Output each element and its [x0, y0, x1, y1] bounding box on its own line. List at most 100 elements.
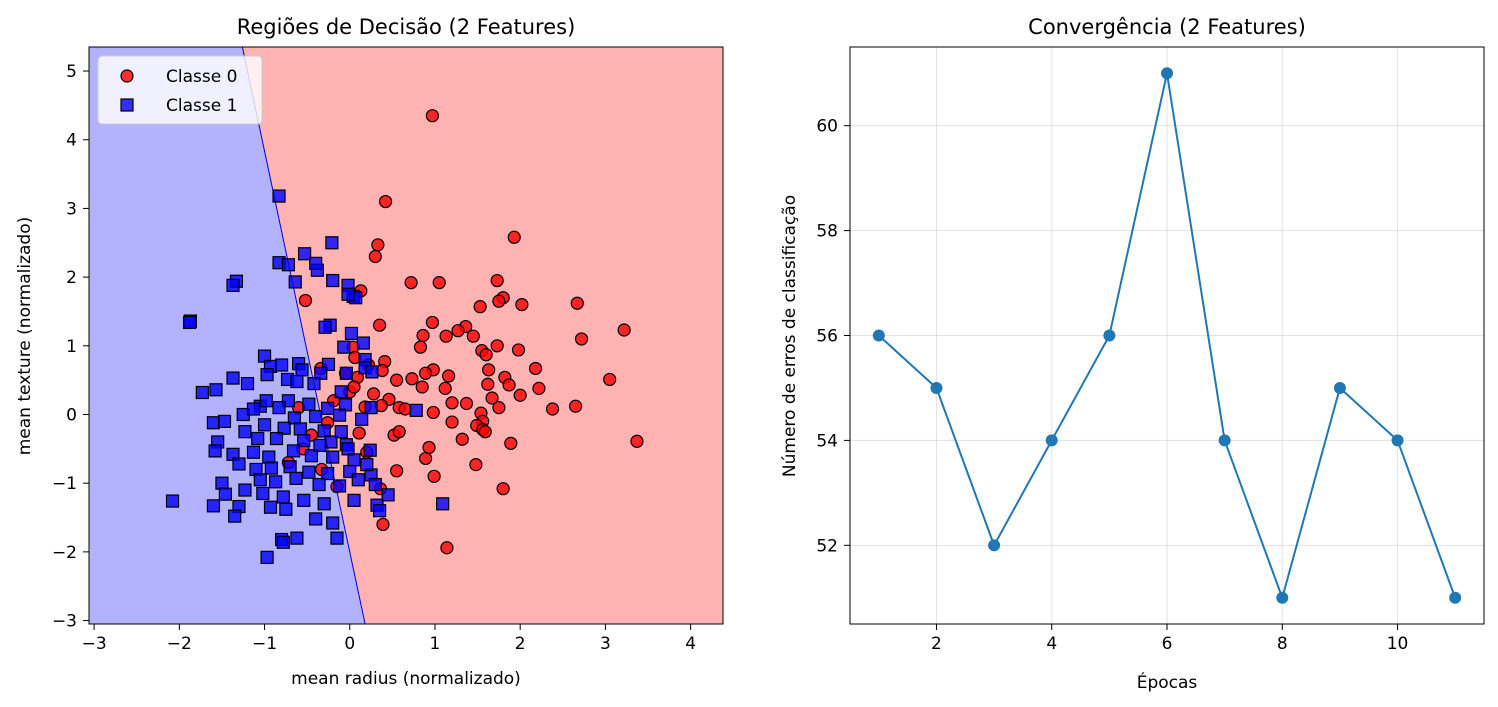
right-y-axis-label: Número de erros de classificação — [780, 195, 800, 477]
class-1-point — [288, 275, 302, 289]
class-1-point — [257, 418, 272, 432]
class-0-point — [485, 391, 499, 405]
legend-class-1-marker — [120, 98, 134, 112]
convergence-point — [1276, 591, 1289, 604]
convergence-point — [1218, 434, 1231, 447]
class-0-point — [432, 276, 446, 290]
class-1-point — [332, 479, 347, 493]
right-y-tick-label: 52 — [816, 536, 838, 556]
class-1-point — [226, 278, 240, 292]
class-1-point — [436, 497, 450, 511]
decision-boundary — [241, 47, 366, 624]
left-x-ticks: −3 −2 −1 0 1 2 3 4 — [82, 624, 696, 654]
convergence-point — [1333, 381, 1346, 394]
class-1-point — [341, 287, 355, 301]
class-1-point — [272, 401, 286, 415]
class-0-point — [479, 348, 493, 362]
class-1-point — [246, 402, 261, 416]
convergence-point — [1103, 329, 1116, 342]
class-0-point — [439, 329, 453, 343]
class-0-point — [378, 194, 393, 209]
convergence-point — [930, 381, 943, 394]
convergence-point — [988, 539, 1001, 552]
legend-class-0-label: Classe 0 — [166, 67, 237, 87]
left-y-tick-label: 5 — [66, 62, 77, 82]
class-0-point — [481, 377, 495, 391]
left-chart-title: Regiões de Decisão (2 Features) — [237, 15, 576, 39]
class-0-point — [416, 328, 430, 343]
class-1-point — [365, 365, 379, 379]
class-0-point — [404, 276, 418, 290]
class-1-point — [341, 442, 355, 456]
class-1-point — [272, 189, 286, 203]
right-chart-title: Convergência (2 Features) — [1028, 15, 1306, 39]
left-x-tick-label: 2 — [515, 634, 526, 654]
class-1-point — [314, 366, 328, 380]
class-1-point — [313, 438, 327, 453]
class-0-point — [367, 387, 381, 401]
class-1-point — [251, 431, 265, 446]
class-0-point — [482, 363, 496, 377]
class-1-point — [260, 550, 274, 564]
class-1-point — [297, 247, 312, 261]
left-x-tick-label: 4 — [685, 634, 696, 654]
class-1-point — [228, 509, 242, 523]
class-0-point — [445, 415, 459, 429]
class-1-point — [165, 494, 180, 508]
class-0-point — [376, 517, 390, 531]
class-0-point — [371, 238, 385, 252]
convergence-point — [1449, 591, 1462, 604]
class-0-point — [438, 381, 452, 395]
class-1-point — [276, 490, 290, 504]
class-0-point — [405, 372, 419, 386]
class-1-point — [321, 401, 335, 415]
class-1-point — [325, 236, 339, 250]
class-0-point — [490, 339, 504, 353]
class-0-point — [504, 436, 518, 450]
class-0-point — [513, 388, 527, 402]
class-1-point — [260, 368, 274, 382]
class-1-point — [259, 394, 273, 408]
left-y-tick-label: 1 — [66, 337, 77, 357]
class-0-point — [427, 469, 441, 483]
left-y-tick-label: 4 — [66, 131, 77, 151]
class-0-point — [570, 296, 584, 310]
class-0-point — [372, 318, 387, 332]
class-1-point — [297, 433, 311, 448]
convergence-point — [1391, 434, 1404, 447]
class-0-point — [390, 373, 404, 387]
class-0-point — [298, 293, 313, 308]
class-0-point — [422, 440, 436, 455]
class-0-point — [469, 458, 483, 472]
class-1-point — [195, 385, 209, 400]
class-0-point — [574, 332, 589, 346]
class-1-point — [332, 408, 347, 422]
class-1-point — [206, 499, 221, 513]
class-1-point — [283, 460, 297, 474]
class-0-point — [528, 361, 543, 376]
right-y-tick-label: 58 — [816, 222, 838, 242]
class-1-point — [238, 483, 252, 497]
class-1-point — [232, 457, 246, 471]
left-x-tick-label: 1 — [430, 634, 441, 654]
class-0-point — [442, 369, 456, 383]
class-1-point — [364, 401, 378, 415]
class-1-point — [337, 340, 351, 354]
class-1-point — [217, 414, 232, 428]
class-0-point — [440, 541, 454, 555]
class-1-point — [295, 363, 309, 377]
left-y-tick-label: 3 — [66, 199, 77, 219]
class-1-point — [302, 465, 316, 479]
left-x-tick-label: −3 — [82, 634, 107, 654]
legend-box — [97, 55, 263, 125]
right-y-tick-label: 56 — [816, 327, 838, 347]
class-1-point — [309, 256, 323, 270]
class-1-point — [281, 258, 296, 272]
left-y-tick-label: −3 — [52, 612, 77, 632]
class-1-point — [238, 425, 252, 439]
convergence-point — [872, 329, 885, 342]
class-1-point — [182, 315, 197, 330]
left-y-ticks: −3 −2 −1 0 1 2 3 4 5 — [52, 62, 89, 632]
class-1-point — [276, 535, 290, 549]
class-1-point — [321, 466, 335, 481]
